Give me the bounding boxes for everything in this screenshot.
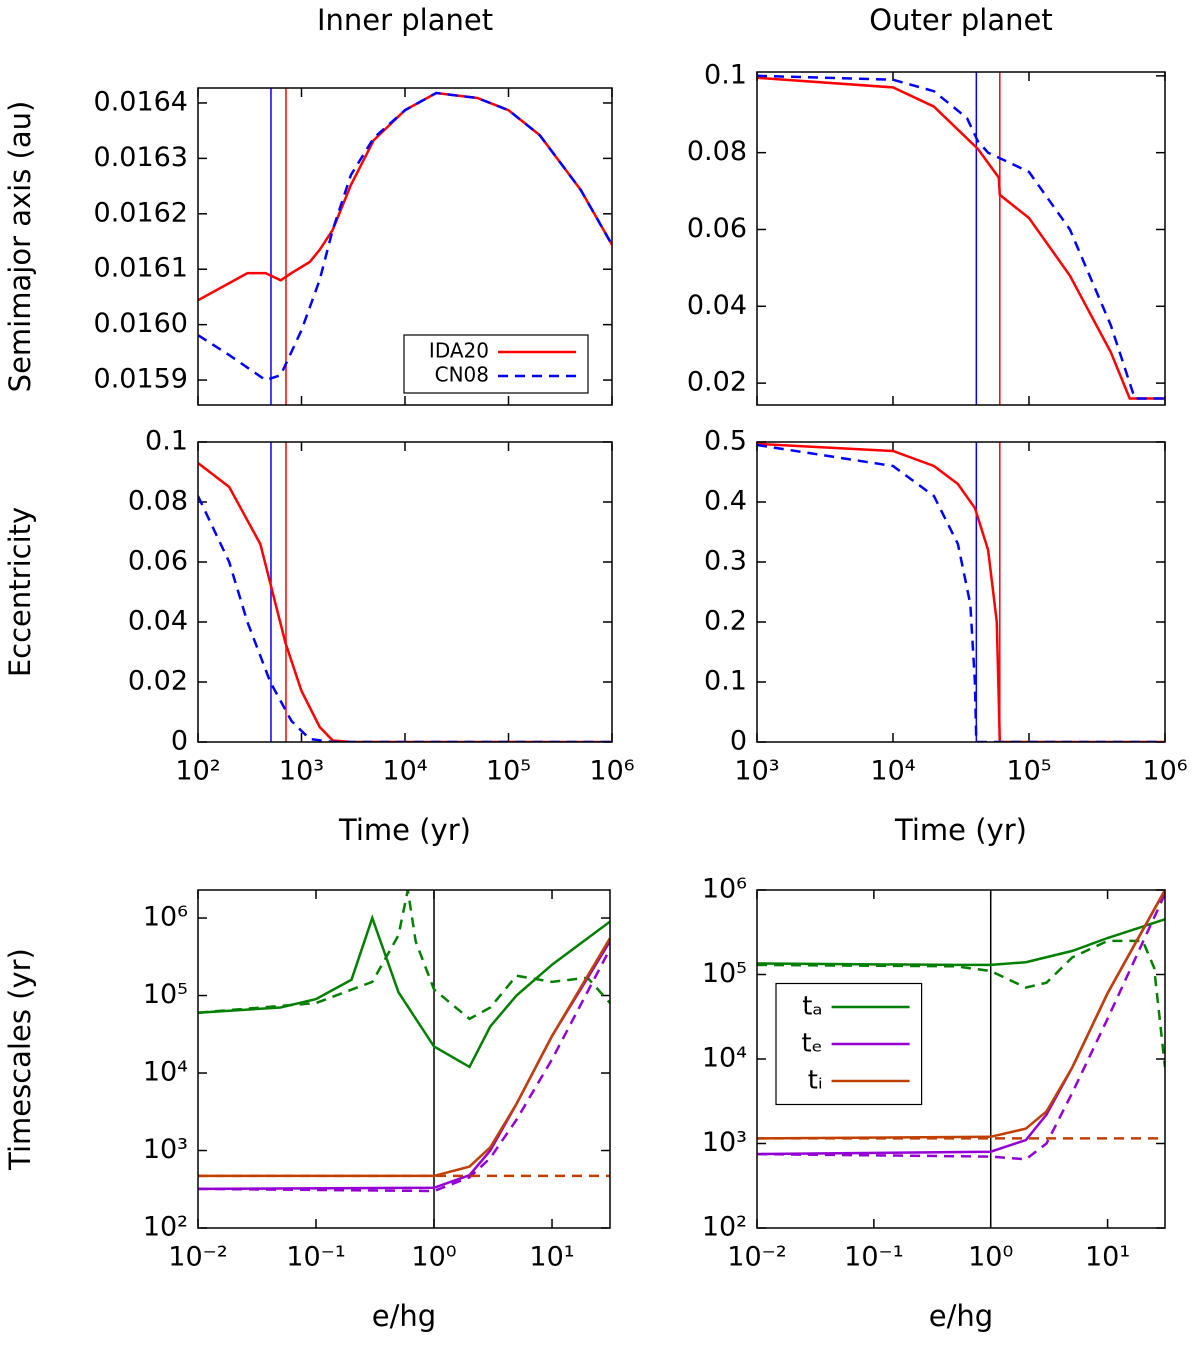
panel-title: Inner planet [317, 3, 493, 37]
line [198, 948, 610, 1193]
line [198, 91, 612, 382]
x-axis-label: e/hg [929, 1299, 993, 1333]
x-tick-label: 10³ [279, 756, 324, 787]
y-tick-label: 0.02 [128, 666, 188, 697]
x-tick-label: 10⁴ [870, 756, 915, 787]
y-tick-label: 10⁴ [702, 1043, 747, 1074]
y-tick-label: 0.06 [128, 546, 188, 577]
line [198, 91, 612, 302]
y-tick-label: 10⁶ [702, 874, 747, 905]
x-tick-label: 10² [175, 756, 220, 787]
plot-frame [756, 441, 1166, 743]
y-tick-label: 0.0161 [94, 253, 188, 284]
x-axis-label: Time (yr) [894, 813, 1027, 847]
line [198, 495, 612, 742]
x-tick-label: 10⁴ [382, 756, 427, 787]
line [757, 74, 1165, 400]
legend-label: IDA20 [429, 339, 489, 363]
y-tick-label: 10³ [702, 1127, 747, 1158]
y-tick-label: 0.1 [704, 666, 747, 697]
y-tick-label: 0 [730, 726, 747, 757]
y-tick-label: 0 [171, 726, 188, 757]
y-tick-label: 0.0160 [94, 308, 188, 339]
line [198, 937, 610, 1178]
legend-label: tₑ [802, 1029, 823, 1059]
legend-label: tₐ [802, 992, 822, 1022]
x-tick-label: 10⁻² [727, 1242, 786, 1273]
plot-frame [197, 87, 613, 406]
x-tick-label: 10¹ [1085, 1242, 1130, 1273]
x-tick-label: 10¹ [529, 1242, 574, 1273]
x-tick-label: 10⁶ [589, 756, 634, 787]
panel: 0 0.1 0.2 0.3 0.4 0.5 10³ 10⁴ 10⁵ 10⁶ Time (yr) [704, 426, 1188, 848]
y-tick-label: 0.04 [687, 290, 747, 321]
y-tick-label: 10² [702, 1212, 747, 1243]
plot-frame [756, 71, 1166, 406]
x-tick-label: 10⁵ [486, 756, 531, 787]
x-tick-label: 10⁻¹ [844, 1242, 903, 1273]
y-tick-label: 0.08 [128, 486, 188, 517]
panel: 0 0.02 0.04 0.06 0.08 0.1 10² 10³ 10⁴ 10⁵ 10⁶ Eccen… [3, 426, 635, 848]
x-tick-label: 10⁵ [1006, 756, 1051, 787]
y-tick-label: 10³ [143, 1134, 188, 1165]
y-tick-label: 0.4 [704, 486, 747, 517]
line [757, 893, 1165, 1161]
plot-frame [197, 889, 611, 1229]
line [757, 918, 1165, 967]
plot-frame [197, 441, 613, 743]
y-tick-label: 0.08 [687, 136, 747, 167]
panel: 0.0159 0.0160 0.0161 0.0162 0.0163 0.0164 Inne… [3, 3, 613, 406]
y-tick-label: 0.02 [687, 367, 747, 398]
x-tick-label: 10⁶ [1142, 756, 1187, 787]
y-tick-label: 0.0163 [94, 142, 188, 173]
y-tick-label: 0.3 [704, 546, 747, 577]
y-tick-label: 0.04 [128, 606, 188, 637]
legend-label: tᵢ [808, 1066, 823, 1096]
line [198, 914, 610, 1069]
x-tick-label: 10⁻¹ [286, 1242, 345, 1273]
y-tick-label: 0.06 [687, 213, 747, 244]
legend-box [403, 334, 589, 394]
plot-frame [756, 889, 1166, 1229]
x-tick-label: 10⁰ [411, 1242, 456, 1273]
y-tick-label: 0.5 [704, 426, 747, 457]
line [757, 939, 1165, 1068]
y-tick-label: 0.0162 [94, 197, 188, 228]
line [198, 462, 612, 742]
y-tick-label: 10⁵ [702, 958, 747, 989]
y-tick-label: 0.0164 [94, 86, 188, 117]
panel: 10² 10³ 10⁴ 10⁵ 10⁶ 10⁻² 10⁻¹ 10⁰ 10¹ e/hg tₐ tₑ tᵢ [702, 874, 1166, 1333]
x-tick-label: 10⁰ [968, 1242, 1013, 1273]
legend-label: CN08 [435, 363, 489, 387]
x-tick-label: 10³ [734, 756, 779, 787]
x-axis-label: e/hg [372, 1299, 436, 1333]
y-tick-label: 0.0159 [94, 364, 188, 395]
y-tick-label: 10² [143, 1212, 188, 1243]
line [757, 443, 1165, 742]
line [757, 442, 1165, 742]
panel-title: Outer planet [869, 3, 1052, 37]
y-tick-label: 10⁴ [143, 1057, 188, 1088]
line [757, 890, 1165, 1140]
line [198, 890, 610, 1021]
x-axis-label: Time (yr) [338, 813, 471, 847]
y-tick-label: 0.1 [704, 59, 747, 90]
y-axis-label: Semimajor axis (au) [3, 101, 37, 393]
y-tick-label: 0.1 [145, 426, 188, 457]
y-tick-label: 0.2 [704, 606, 747, 637]
panel: 10² 10³ 10⁴ 10⁵ 10⁶ 10⁻² 10⁻¹ 10⁰ 10¹ Timescales … [3, 889, 611, 1333]
panel: 0.02 0.04 0.06 0.08 0.1 Outer planet [687, 3, 1166, 406]
y-tick-label: 10⁶ [143, 902, 188, 933]
line [757, 76, 1165, 400]
x-tick-label: 10⁻² [168, 1242, 227, 1273]
y-axis-label: Timescales (yr) [3, 948, 37, 1171]
y-tick-label: 10⁵ [143, 979, 188, 1010]
y-axis-label: Eccentricity [3, 507, 37, 677]
